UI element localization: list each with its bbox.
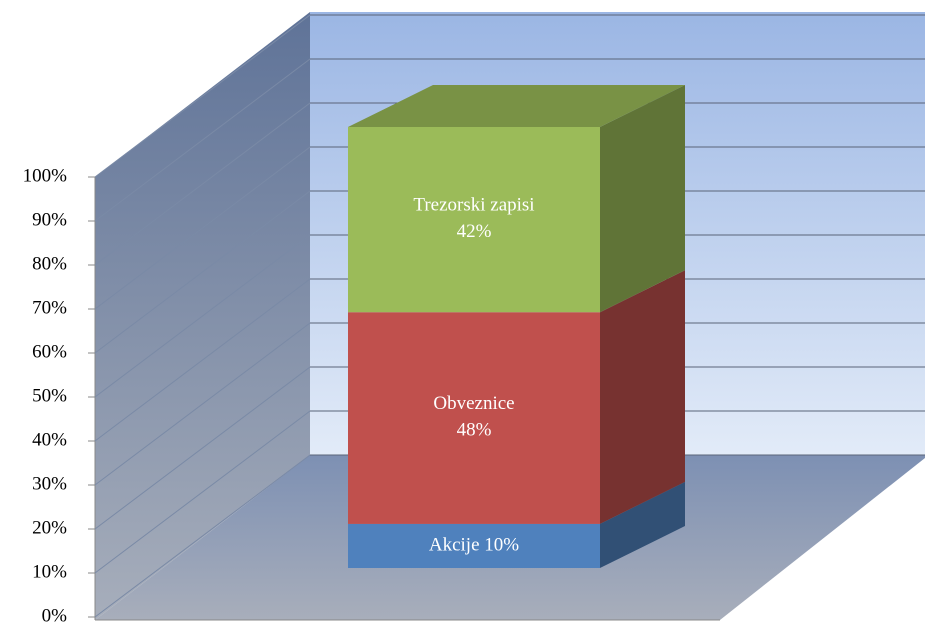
grid-line [94,410,311,574]
y-tick-label: 100% [23,165,68,186]
grid-line [94,58,311,222]
bar [348,127,600,313]
y-tick-label: 20% [32,517,67,538]
y-tick-label: 50% [32,385,67,406]
grid-line [94,14,311,178]
bar-side [600,85,685,313]
grid-line [94,102,311,266]
bar-side [600,270,685,524]
bar-side [600,481,685,568]
data-label: Akcije 10% [429,534,519,555]
data-label: Obveznice 48% [433,393,514,441]
y-tick-label: 40% [32,429,67,450]
grid-line [94,234,311,398]
grid-line [94,454,311,618]
bar [348,312,600,524]
y-tick-label: 90% [32,209,67,230]
y-tick-label: 30% [32,473,67,494]
y-tick-label: 10% [32,561,67,582]
grid-line [94,366,311,530]
y-tick-label: 70% [32,297,67,318]
bar-top [348,85,685,127]
y-tick-label: 60% [32,341,67,362]
y-tick-label: 0% [42,605,68,624]
grid-line [94,278,311,442]
grid-line [94,146,311,310]
y-tick-label: 80% [32,253,67,274]
grid-line [94,322,311,486]
data-label: Trezorski zapisi 42% [413,195,534,243]
grid-line [94,190,311,354]
bar [348,523,600,568]
